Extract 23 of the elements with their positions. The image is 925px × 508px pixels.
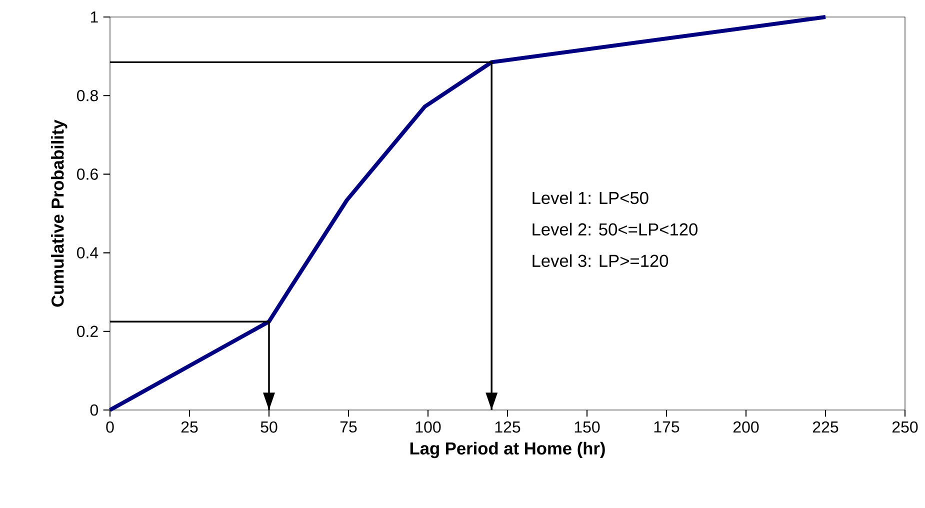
y-axis-title: Cumulative Probability [51, 120, 68, 307]
y-tick-label: 1 [90, 12, 98, 23]
annotation: Level 3: LP>=120 [532, 254, 668, 268]
x-tick-label: 50 [260, 421, 278, 433]
x-tick-label: 125 [495, 421, 520, 433]
line-series [108, 15, 828, 412]
y-tick-label: 0.6 [77, 168, 98, 180]
x-tick-label: 250 [892, 421, 918, 433]
x-axis-title: Lag Period at Home (hr) [410, 442, 605, 458]
x-tick-label: 25 [181, 421, 198, 433]
annotation: Level 2: 50<=LP<120 [532, 222, 698, 236]
x-tick-label: 150 [574, 421, 600, 433]
x-tick-label: 200 [733, 421, 759, 433]
x-tick-label: 75 [340, 421, 357, 433]
x-tick-label: 0 [106, 421, 114, 433]
y-tick-label: 0.4 [77, 247, 98, 258]
x-tick-label: 175 [654, 421, 680, 433]
x-tick-label: 100 [416, 421, 441, 433]
y-tick-label: 0.2 [77, 326, 98, 338]
y-tick-label: 0 [90, 404, 98, 416]
x-tick-label: 225 [812, 421, 838, 433]
annotation: Level 1: LP<50 [532, 191, 648, 204]
y-tick-label: 0.8 [77, 90, 98, 102]
